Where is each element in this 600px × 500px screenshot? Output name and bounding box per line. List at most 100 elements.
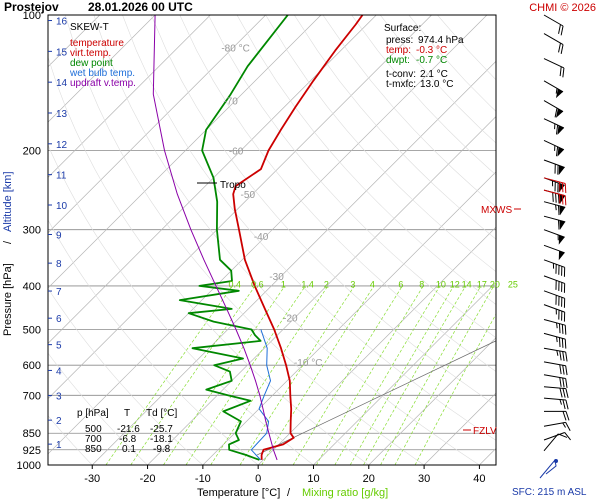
plot-frame xyxy=(47,14,497,466)
dry-adiabat-line xyxy=(265,15,496,273)
pressure-tick-label: 850 xyxy=(23,428,41,440)
wind-barb-half-flag xyxy=(562,422,566,428)
mixing-ratio-label: 1.4 xyxy=(301,279,314,289)
pressure-tick-label: 500 xyxy=(23,325,41,337)
wind-barb-flag xyxy=(555,295,557,305)
max-wind-barb-flag xyxy=(561,194,564,205)
wind-barb-staff xyxy=(543,397,566,401)
mixing-ratio-label: 14 xyxy=(462,279,472,289)
temperature-tick-label: 30 xyxy=(418,473,430,485)
altitude-tick-label: 11 xyxy=(56,171,67,182)
temperature-tick-label: 20 xyxy=(363,473,375,485)
isotherm-label: -20 xyxy=(283,313,298,324)
pressure-tick-label: 1000 xyxy=(17,460,41,472)
altitude-tick-label: 1 xyxy=(56,440,62,451)
wind-barb-flag xyxy=(561,311,563,321)
dry-adiabat-line xyxy=(48,415,93,465)
sfc-label: SFC: 215 m ASL xyxy=(512,487,587,498)
surface-title: Surface: xyxy=(384,23,421,34)
wind-barb-flag xyxy=(564,325,567,335)
wind-barb xyxy=(543,319,567,335)
mixing-ratio-line xyxy=(210,285,329,465)
wind-barb-flag xyxy=(558,281,560,291)
wind-barb xyxy=(543,58,565,78)
wind-barb xyxy=(543,14,564,36)
y-axis-title-separator: / xyxy=(2,240,14,244)
profile-layer xyxy=(152,15,364,461)
isotherm-line xyxy=(48,15,432,400)
table-header-t: T xyxy=(124,408,130,419)
dry-adiabat-line xyxy=(322,15,496,208)
wind-barb-flag xyxy=(565,411,570,421)
wind-barb xyxy=(543,347,568,362)
wind-barb-staff xyxy=(543,433,559,452)
altitude-tick-label: 5 xyxy=(56,341,62,352)
max-wind-barb-flag xyxy=(564,183,567,193)
x-axis-title-mixing: Mixing ratio [g/kg] xyxy=(302,487,388,499)
wind-barb-staff xyxy=(543,14,564,27)
y-axis-title-altitude: Altitude [km] xyxy=(2,171,14,232)
dry-adiabat-line xyxy=(48,219,259,465)
wind-barb-flag xyxy=(564,339,567,349)
dry-adiabat-line xyxy=(208,15,496,339)
mixing-ratio-label: 1 xyxy=(281,279,286,289)
surface-tconv-value: 2.1 °C xyxy=(420,69,448,80)
legend-item-temperature: temperature xyxy=(70,38,124,49)
fzlv-label: FZLV xyxy=(473,426,497,437)
wind-barb-flag xyxy=(562,399,566,410)
altitude-tick-label: 9 xyxy=(56,230,62,241)
table-cell: -6.8 xyxy=(119,434,137,445)
wind-barb xyxy=(543,229,565,245)
x-axis-title-separator: / xyxy=(287,487,291,499)
wind-barb-flag xyxy=(559,387,563,398)
wind-barb xyxy=(543,290,566,308)
wind-barb-staff xyxy=(543,361,566,367)
wind-barb xyxy=(543,374,568,388)
wind-barb xyxy=(543,259,566,277)
table-cell: -9.8 xyxy=(153,444,171,455)
wind-barb-flag xyxy=(557,193,560,204)
wind-barb-staff xyxy=(543,374,566,380)
wind-barb-flag xyxy=(559,350,562,361)
isotherm-label: -30 xyxy=(269,272,284,283)
table-header-td: Td [°C] xyxy=(146,408,177,419)
wind-barb-flag xyxy=(557,165,559,175)
surface-tmxfc-value: 13.0 °C xyxy=(420,79,453,90)
series-line-updraft-v-temp xyxy=(152,15,278,461)
wind-barb-pennant xyxy=(559,220,566,230)
table-cell: 0.1 xyxy=(122,444,136,455)
grid-layer xyxy=(48,15,496,465)
wind-barb-staff xyxy=(543,118,565,129)
isotherm-label: -80 °C xyxy=(221,43,249,54)
wind-barb-flag xyxy=(555,193,557,203)
table-cell: -25.7 xyxy=(150,424,173,435)
mixing-ratio-label: 8 xyxy=(419,279,424,289)
surface-dwpt-value: -0.7 °C xyxy=(416,55,447,66)
wind-barb-staff xyxy=(543,275,565,284)
wind-barb-flag xyxy=(558,265,560,275)
mixing-ratio-label: 3 xyxy=(350,279,355,289)
surface-wind-dot xyxy=(554,459,558,463)
wind-barb-flag xyxy=(563,267,566,277)
mixing-ratio-line xyxy=(334,285,441,465)
wind-barb-flag xyxy=(554,164,556,174)
temperature-tick-label: -10 xyxy=(195,473,211,485)
max-wind-barb-staff xyxy=(543,177,566,184)
wind-barb-flag xyxy=(557,182,559,193)
isotherm-line xyxy=(48,15,266,234)
series-line-dew-point xyxy=(178,15,289,461)
tropopause-label: Tropo xyxy=(220,180,246,191)
altitude-tick-label: 8 xyxy=(56,259,62,270)
wind-barb-staff xyxy=(543,432,565,441)
mixing-ratio-line xyxy=(349,285,455,465)
surface-temp-value: -0.3 °C xyxy=(416,45,447,56)
wind-barb xyxy=(543,432,571,441)
y-axis-title: Pressure [hPa] xyxy=(2,263,14,336)
altitude-tick-label: 2 xyxy=(56,416,62,427)
wind-barb-flag xyxy=(558,310,560,320)
wind-barb-half-flag xyxy=(554,123,556,130)
mixing-ratio-label: 12 xyxy=(450,279,460,289)
pressure-tick-label: 700 xyxy=(23,390,41,402)
wind-barb xyxy=(543,386,569,398)
